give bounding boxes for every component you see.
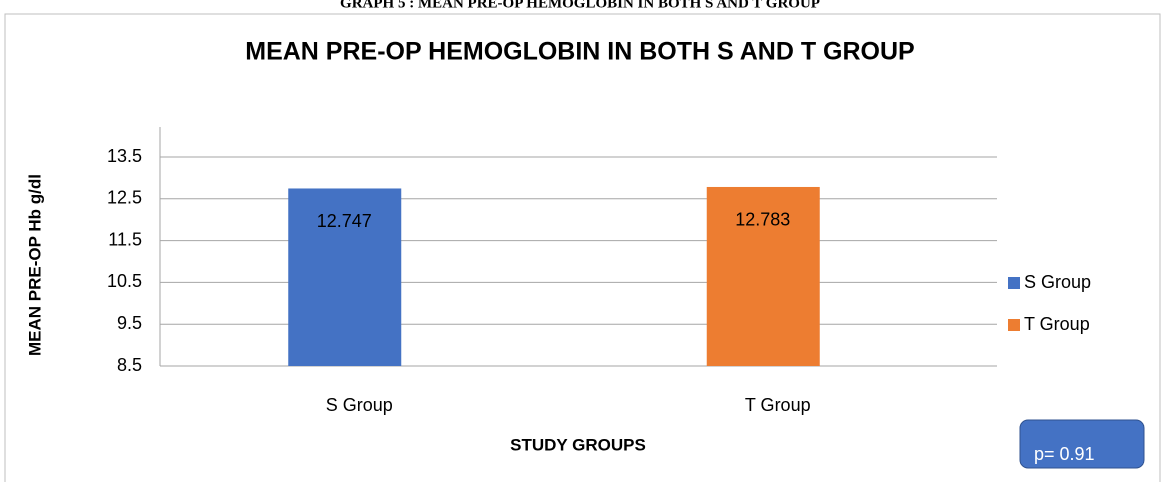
annotation: p= 0.91 xyxy=(1034,444,1095,464)
bar xyxy=(706,186,820,366)
x-axis-label: STUDY GROUPS xyxy=(510,435,646,454)
legend-label: S Group xyxy=(1024,272,1091,292)
x-tick-label: T Group xyxy=(745,395,811,415)
data-label: 12.783 xyxy=(735,210,790,230)
y-tick-label: 8.5 xyxy=(117,355,142,375)
legend-swatch xyxy=(1008,319,1020,331)
data-label: 12.747 xyxy=(317,211,372,231)
y-tick-label: 9.5 xyxy=(117,313,142,333)
y-tick-label: 12.5 xyxy=(107,188,142,208)
y-tick-label: 10.5 xyxy=(107,271,142,291)
y-axis-label: MEAN PRE-OP Hb g/dl xyxy=(25,174,44,356)
y-tick-label: 11.5 xyxy=(108,229,142,249)
legend-label: T Group xyxy=(1024,314,1090,334)
bar xyxy=(288,188,402,366)
chart-title: MEAN PRE-OP HEMOGLOBIN IN BOTH S AND T G… xyxy=(245,38,914,66)
y-tick-label: 13.5 xyxy=(107,146,142,166)
heading: GRAPH 5 : MEAN PRE-OP HEMOGLOBIN IN BOTH… xyxy=(340,0,820,11)
legend-swatch xyxy=(1008,277,1020,289)
annotation-box xyxy=(1019,419,1145,469)
x-tick-label: S Group xyxy=(326,395,393,415)
chart-frame xyxy=(4,13,1161,482)
